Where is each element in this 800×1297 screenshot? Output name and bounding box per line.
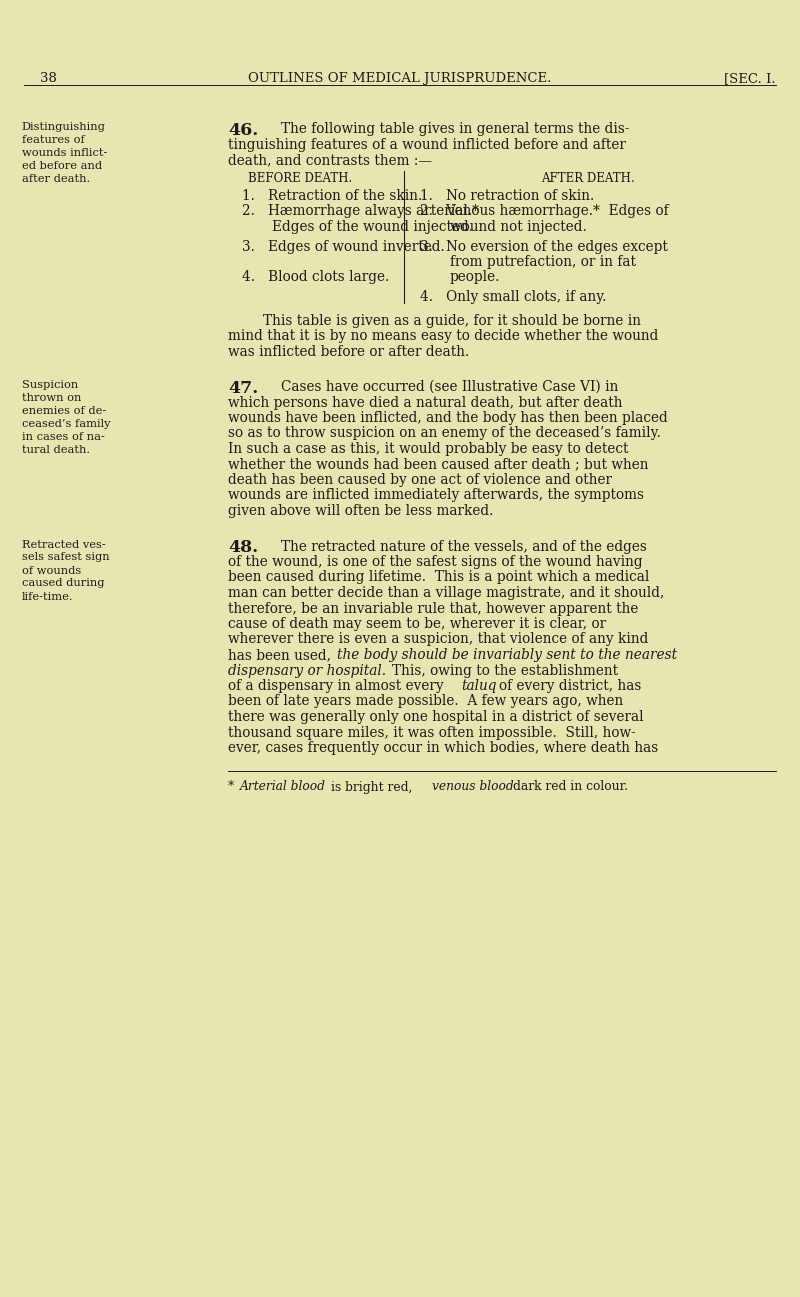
Text: 2.   Hæmorrhage always arterial.*: 2. Hæmorrhage always arterial.*	[242, 205, 479, 218]
Text: 1.   No retraction of skin.: 1. No retraction of skin.	[420, 189, 594, 204]
Text: has been used,: has been used,	[228, 648, 335, 661]
Text: Retracted ves-: Retracted ves-	[22, 540, 106, 550]
Text: there was generally only one hospital in a district of several: there was generally only one hospital in…	[228, 709, 644, 724]
Text: 3.   Edges of wound inverted.: 3. Edges of wound inverted.	[242, 240, 445, 253]
Text: caused during: caused during	[22, 578, 104, 589]
Text: wound not injected.: wound not injected.	[450, 220, 586, 233]
Text: sels safest sign: sels safest sign	[22, 553, 110, 563]
Text: tinguishing features of a wound inflicted before and after: tinguishing features of a wound inflicte…	[228, 137, 626, 152]
Text: 4.   Only small clots, if any.: 4. Only small clots, if any.	[420, 291, 606, 303]
Text: 1.   Retraction of the skin.: 1. Retraction of the skin.	[242, 189, 422, 204]
Text: death, and contrasts them :—: death, and contrasts them :—	[228, 153, 432, 167]
Text: man can better decide than a village magistrate, and it should,: man can better decide than a village mag…	[228, 586, 664, 601]
Text: In such a case as this, it would probably be easy to detect: In such a case as this, it would probabl…	[228, 442, 629, 457]
Text: mind that it is by no means easy to decide whether the wound: mind that it is by no means easy to deci…	[228, 329, 658, 342]
Text: The following table gives in general terms the dis-: The following table gives in general ter…	[281, 122, 630, 136]
Text: wherever there is even a suspicion, that violence of any kind: wherever there is even a suspicion, that…	[228, 633, 648, 646]
Text: 2.   Venous hæmorrhage.*  Edges of: 2. Venous hæmorrhage.* Edges of	[420, 205, 669, 218]
Text: cause of death may seem to be, wherever it is clear, or: cause of death may seem to be, wherever …	[228, 617, 606, 632]
Text: given above will often be less marked.: given above will often be less marked.	[228, 505, 494, 518]
Text: features of: features of	[22, 135, 84, 145]
Text: in cases of na-: in cases of na-	[22, 432, 105, 442]
Text: Edges of the wound injected.: Edges of the wound injected.	[272, 220, 473, 233]
Text: after death.: after death.	[22, 174, 90, 184]
Text: ever, cases frequently occur in which bodies, where death has: ever, cases frequently occur in which bo…	[228, 741, 658, 755]
Text: of wounds: of wounds	[22, 565, 81, 576]
Text: tural death.: tural death.	[22, 445, 90, 455]
Text: BEFORE DEATH.: BEFORE DEATH.	[248, 173, 352, 185]
Text: people.: people.	[450, 271, 500, 284]
Text: taluq: taluq	[461, 680, 497, 693]
Text: been caused during lifetime.  This is a point which a medical: been caused during lifetime. This is a p…	[228, 571, 650, 585]
Text: enemies of de-: enemies of de-	[22, 406, 106, 416]
Text: thrown on: thrown on	[22, 393, 81, 403]
Text: wounds have been inflicted, and the body has then been placed: wounds have been inflicted, and the body…	[228, 411, 668, 425]
Text: [SEC. I.: [SEC. I.	[724, 73, 776, 86]
Text: 3.   No eversion of the edges except: 3. No eversion of the edges except	[420, 240, 668, 253]
Text: dark red in colour.: dark red in colour.	[513, 781, 628, 794]
Text: dispensary or hospital.: dispensary or hospital.	[228, 664, 386, 677]
Text: ed before and: ed before and	[22, 161, 102, 171]
Text: of every district, has: of every district, has	[499, 680, 642, 693]
Text: of the wound, is one of the safest signs of the wound having: of the wound, is one of the safest signs…	[228, 555, 642, 569]
Text: *: *	[228, 781, 238, 794]
Text: from putrefaction, or in fat: from putrefaction, or in fat	[450, 256, 636, 268]
Text: been of late years made possible.  A few years ago, when: been of late years made possible. A few …	[228, 694, 623, 708]
Text: Distinguishing: Distinguishing	[22, 122, 106, 132]
Text: Cases have occurred (see Illustrative Case VI) in: Cases have occurred (see Illustrative Ca…	[281, 380, 618, 394]
Text: therefore, be an invariable rule that, however apparent the: therefore, be an invariable rule that, h…	[228, 602, 638, 616]
Text: OUTLINES OF MEDICAL JURISPRUDENCE.: OUTLINES OF MEDICAL JURISPRUDENCE.	[248, 73, 552, 86]
Text: This table is given as a guide, for it should be borne in: This table is given as a guide, for it s…	[263, 314, 641, 328]
Text: so as to throw suspicion on an enemy of the deceased’s family.: so as to throw suspicion on an enemy of …	[228, 427, 661, 441]
Text: ceased’s family: ceased’s family	[22, 419, 110, 429]
Text: of a dispensary in almost every: of a dispensary in almost every	[228, 680, 448, 693]
Text: which persons have died a natural death, but after death: which persons have died a natural death,…	[228, 396, 622, 410]
Text: 46.: 46.	[228, 122, 258, 139]
Text: 47.: 47.	[228, 380, 258, 397]
Text: wounds are inflicted immediately afterwards, the symptoms: wounds are inflicted immediately afterwa…	[228, 489, 644, 502]
Text: venous blood: venous blood	[432, 781, 514, 794]
Text: the body should be invariably sent to the nearest: the body should be invariably sent to th…	[337, 648, 677, 661]
Text: is bright red,: is bright red,	[331, 781, 412, 794]
Text: wounds inflict-: wounds inflict-	[22, 148, 107, 158]
Text: The retracted nature of the vessels, and of the edges: The retracted nature of the vessels, and…	[281, 540, 647, 554]
Text: 4.   Blood clots large.: 4. Blood clots large.	[242, 271, 390, 284]
Text: Suspicion: Suspicion	[22, 380, 78, 390]
Text: whether the wounds had been caused after death ; but when: whether the wounds had been caused after…	[228, 458, 649, 472]
Text: 48.: 48.	[228, 540, 258, 556]
Text: AFTER DEATH.: AFTER DEATH.	[541, 173, 635, 185]
Text: This, owing to the establishment: This, owing to the establishment	[392, 664, 618, 677]
Text: thousand square miles, it was often impossible.  Still, how-: thousand square miles, it was often impo…	[228, 725, 636, 739]
Text: was inflicted before or after death.: was inflicted before or after death.	[228, 345, 470, 358]
Text: 38: 38	[40, 73, 57, 86]
Text: death has been caused by one act of violence and other: death has been caused by one act of viol…	[228, 473, 612, 486]
Text: Arterial blood: Arterial blood	[240, 781, 326, 794]
Text: life-time.: life-time.	[22, 591, 74, 602]
